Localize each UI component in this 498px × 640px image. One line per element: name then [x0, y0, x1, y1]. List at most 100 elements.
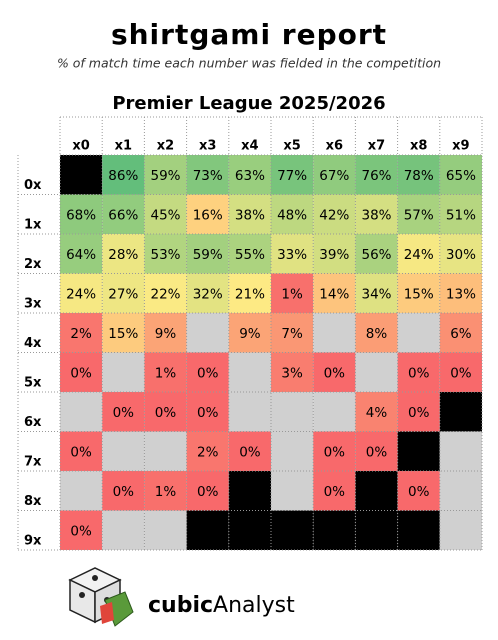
cell	[60, 431, 103, 471]
cell-value: 30%	[446, 247, 476, 263]
cell-value: 65%	[446, 168, 476, 184]
cell	[271, 273, 314, 313]
melon-flesh	[100, 602, 114, 624]
cell	[144, 392, 187, 432]
cell	[271, 194, 314, 234]
cell-value: 76%	[361, 168, 391, 184]
row-label: 6x	[24, 415, 42, 430]
cell-value: 0%	[113, 484, 135, 500]
row-label: 5x	[24, 376, 42, 391]
cell	[355, 471, 398, 511]
cell	[228, 352, 271, 392]
cell	[228, 431, 271, 471]
cell	[102, 155, 145, 195]
row-label: 0x	[24, 178, 42, 193]
cell	[439, 234, 482, 274]
cell	[439, 313, 482, 353]
cell	[271, 352, 314, 392]
row-label: 7x	[24, 455, 42, 470]
cell-value: 0%	[408, 405, 430, 421]
cell-value: 0%	[450, 365, 472, 381]
cell-value: 0%	[155, 405, 177, 421]
cell	[144, 273, 187, 313]
cell-value: 24%	[404, 247, 434, 263]
cell	[439, 352, 482, 392]
cell	[186, 352, 229, 392]
cell	[186, 313, 229, 353]
cell	[313, 510, 356, 550]
cell-value: 39%	[319, 247, 349, 263]
cell	[144, 234, 187, 274]
cell-value: 78%	[404, 168, 434, 184]
column-label: x4	[241, 139, 258, 154]
cell-value: 2%	[197, 444, 219, 460]
cell	[313, 234, 356, 274]
cell	[144, 352, 187, 392]
cell	[228, 392, 271, 432]
cell-value: 63%	[235, 168, 265, 184]
cell-value: 8%	[366, 326, 388, 342]
cell	[313, 194, 356, 234]
cell-value: 9%	[155, 326, 177, 342]
cell-value: 73%	[193, 168, 223, 184]
cell-value: 2%	[70, 326, 92, 342]
cell	[228, 234, 271, 274]
cell-value: 0%	[239, 444, 261, 460]
cell	[271, 234, 314, 274]
cell-value: 59%	[193, 247, 223, 263]
brand-rest: Analyst	[213, 593, 295, 618]
cell-value: 1%	[155, 484, 177, 500]
cell	[144, 313, 187, 353]
cell	[355, 392, 398, 432]
cell-value: 57%	[404, 207, 434, 223]
cell	[102, 234, 145, 274]
cell	[397, 313, 440, 353]
cell	[397, 471, 440, 511]
brand-bold: cubic	[148, 593, 213, 618]
cell-value: 42%	[319, 207, 349, 223]
cell-value: 0%	[70, 523, 92, 539]
pip	[79, 592, 85, 598]
cell-value: 16%	[193, 207, 223, 223]
cell-value: 6%	[450, 326, 472, 342]
cell	[60, 273, 103, 313]
cell-value: 77%	[277, 168, 307, 184]
row-label: 4x	[24, 336, 42, 351]
cell	[144, 431, 187, 471]
column-label: x6	[326, 139, 343, 154]
cell-value: 0%	[113, 405, 135, 421]
cell-value: 1%	[155, 365, 177, 381]
cell-value: 48%	[277, 207, 307, 223]
cell	[271, 431, 314, 471]
cell-value: 45%	[150, 207, 180, 223]
cell-value: 38%	[361, 207, 391, 223]
cell-value: 34%	[361, 286, 391, 302]
cell-value: 0%	[197, 365, 219, 381]
cell	[355, 431, 398, 471]
cell	[102, 392, 145, 432]
cell	[355, 194, 398, 234]
cell	[186, 510, 229, 550]
cell	[355, 273, 398, 313]
cell	[228, 510, 271, 550]
cell	[186, 392, 229, 432]
cell	[144, 510, 187, 550]
cell	[60, 471, 103, 511]
cell-value: 59%	[150, 168, 180, 184]
cell	[313, 471, 356, 511]
cell	[228, 194, 271, 234]
cell-value: 28%	[108, 247, 138, 263]
cell	[397, 510, 440, 550]
cell-value: 15%	[404, 286, 434, 302]
cell-value: 14%	[319, 286, 349, 302]
cell	[60, 392, 103, 432]
cell	[60, 194, 103, 234]
cell-value: 0%	[197, 484, 219, 500]
cell	[102, 194, 145, 234]
cell-value: 64%	[66, 247, 96, 263]
cell	[439, 155, 482, 195]
column-label: x5	[283, 139, 300, 154]
cell-value: 4%	[366, 405, 388, 421]
cell-value: 53%	[150, 247, 180, 263]
row-label: 2x	[24, 257, 42, 272]
